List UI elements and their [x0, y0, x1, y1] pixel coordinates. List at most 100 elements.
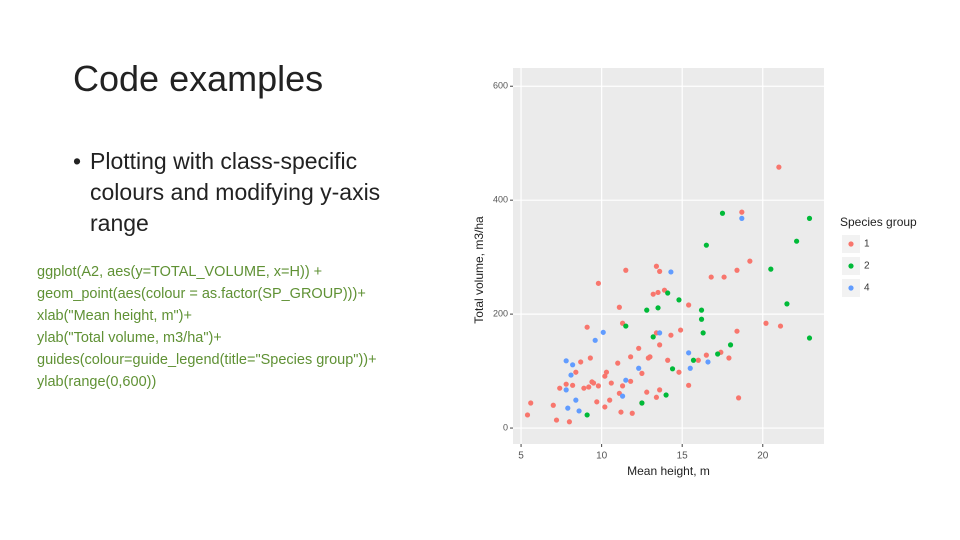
point — [616, 304, 622, 310]
point — [653, 263, 660, 269]
point — [602, 404, 608, 410]
point — [615, 360, 621, 366]
code-line: xlab("Mean height, m")+ — [37, 308, 192, 324]
point — [794, 238, 800, 244]
point — [695, 357, 701, 363]
y-axis-title: Total volume, m3/ha — [472, 216, 486, 324]
point — [563, 358, 569, 364]
point — [618, 409, 624, 415]
point — [550, 402, 556, 408]
point — [655, 305, 661, 311]
point — [676, 369, 682, 375]
point — [639, 370, 645, 376]
point — [528, 400, 534, 406]
point — [592, 337, 598, 343]
point — [734, 328, 740, 334]
point — [650, 334, 656, 340]
point — [603, 369, 610, 375]
legend-marker — [848, 241, 854, 247]
point — [653, 394, 660, 400]
code-block: ggplot(A2, aes(y=TOTAL_VOLUME, x=H)) + ge… — [37, 261, 377, 393]
legend-title: Species group — [840, 215, 917, 229]
point — [669, 366, 676, 372]
point — [721, 274, 727, 280]
point — [644, 389, 650, 395]
point — [668, 332, 674, 338]
plot-background — [513, 68, 824, 444]
x-axis-title: Mean height, m — [627, 464, 710, 478]
point — [586, 384, 592, 390]
point — [690, 357, 697, 363]
point — [584, 412, 590, 418]
point — [668, 269, 674, 275]
point — [600, 329, 606, 335]
point — [636, 345, 642, 351]
point — [623, 323, 629, 329]
point — [657, 342, 663, 348]
point — [763, 320, 769, 326]
point — [768, 266, 774, 272]
code-line: ylab("Total volume, m3/ha")+ — [37, 330, 222, 346]
point — [563, 387, 569, 393]
y-tick-label: 200 — [493, 308, 508, 318]
point — [647, 354, 653, 360]
point — [715, 351, 721, 357]
x-tick-label: 5 — [518, 451, 524, 462]
point — [619, 383, 626, 389]
point — [784, 301, 790, 307]
point — [570, 382, 576, 388]
point — [595, 280, 602, 286]
point — [705, 359, 711, 365]
point — [584, 324, 590, 330]
point — [587, 355, 593, 361]
point — [677, 327, 684, 333]
point — [644, 307, 650, 313]
point — [739, 215, 745, 221]
point — [698, 307, 705, 313]
point — [636, 365, 642, 371]
point — [806, 215, 813, 221]
code-line: ggplot(A2, aes(y=TOTAL_VOLUME, x=H)) + — [37, 264, 323, 280]
y-tick-label: 600 — [493, 81, 508, 91]
legend-label: 2 — [864, 261, 870, 272]
point — [594, 399, 600, 405]
point — [739, 209, 745, 215]
point — [665, 290, 671, 296]
bullet: Plotting with class-specific colours and… — [73, 146, 430, 239]
point — [607, 397, 613, 403]
point — [665, 357, 671, 363]
point — [703, 242, 709, 248]
point — [629, 410, 635, 416]
x-tick-label: 15 — [677, 451, 689, 462]
point — [619, 393, 626, 399]
point — [747, 258, 753, 264]
point — [657, 387, 663, 393]
point — [602, 373, 608, 379]
point — [573, 397, 579, 403]
point — [727, 342, 734, 348]
point — [806, 335, 813, 341]
point — [686, 382, 692, 388]
code-line: geom_point(aes(colour = as.factor(SP_GRO… — [37, 286, 366, 302]
point — [595, 383, 602, 389]
point — [698, 316, 705, 322]
point — [686, 302, 692, 308]
point — [657, 268, 663, 274]
point — [568, 372, 574, 378]
point — [726, 355, 732, 361]
code-line: ylab(range(0,600)) — [37, 374, 157, 390]
point — [777, 323, 784, 329]
point — [734, 267, 740, 273]
y-tick-label: 0 — [503, 422, 508, 432]
point — [703, 352, 709, 358]
point — [676, 297, 682, 303]
point — [553, 417, 560, 423]
point — [581, 385, 587, 391]
y-tick-label: 400 — [493, 195, 508, 205]
code-line: guides(colour=guide_legend(title="Specie… — [37, 352, 377, 368]
point — [576, 408, 582, 414]
point — [719, 210, 726, 216]
x-tick-label: 10 — [596, 451, 608, 462]
